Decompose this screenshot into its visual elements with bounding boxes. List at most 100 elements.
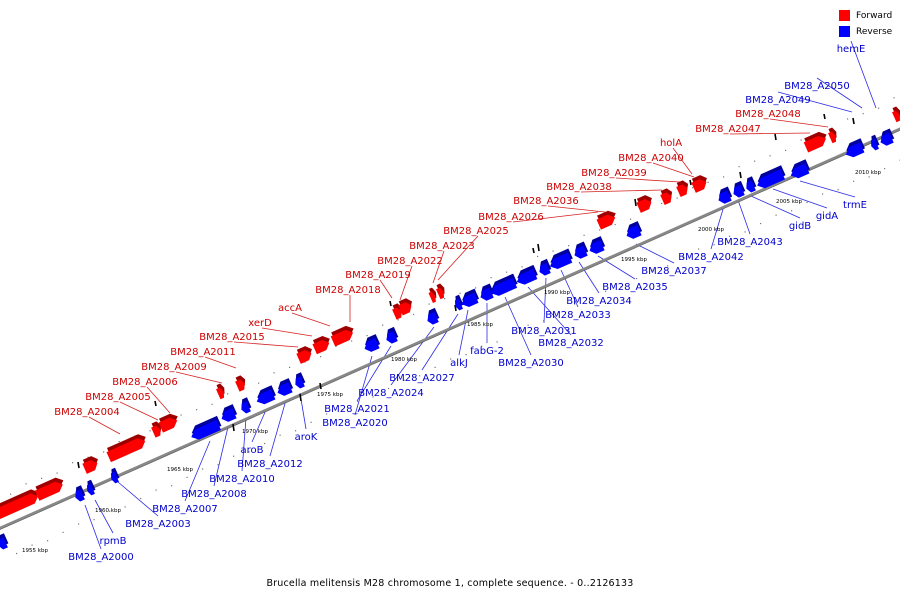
reverse-gene[interactable]: [546, 248, 574, 271]
reverse-gene[interactable]: [715, 186, 734, 205]
forward-gene[interactable]: [234, 374, 249, 392]
reverse-gene[interactable]: [361, 334, 382, 354]
reverse-gene[interactable]: [513, 264, 539, 287]
forward-gene[interactable]: [157, 411, 181, 433]
gene-label-rpmb[interactable]: rpmB: [99, 536, 126, 547]
reverse-gene[interactable]: [487, 273, 519, 299]
gene-label-bm28-a2050[interactable]: BM28_A2050: [784, 81, 850, 92]
gene-label-bm28-a2039[interactable]: BM28_A2039: [581, 168, 647, 179]
gene-label-bm28-a2011[interactable]: BM28_A2011: [170, 347, 236, 358]
reverse-gene[interactable]: [842, 138, 866, 159]
gene-label-gidb[interactable]: gidB: [789, 221, 811, 232]
gene-label-bm28-a2022[interactable]: BM28_A2022: [377, 256, 443, 267]
gene-label-bm28-a2036[interactable]: BM28_A2036: [513, 196, 579, 207]
reverse-gene[interactable]: [623, 221, 644, 241]
forward-gene[interactable]: [105, 432, 149, 463]
gene-label-bm28-a2000[interactable]: BM28_A2000: [68, 552, 134, 563]
reverse-gene[interactable]: [743, 176, 758, 193]
reverse-gene[interactable]: [424, 307, 441, 326]
forward-gene[interactable]: [891, 106, 900, 123]
gene-label-bm28-a2015[interactable]: BM28_A2015: [199, 332, 265, 343]
gene-label-bm28-a2008[interactable]: BM28_A2008: [181, 489, 247, 500]
reverse-gene[interactable]: [383, 326, 400, 345]
forward-gene[interactable]: [295, 344, 316, 364]
gene-label-bm28-a2024[interactable]: BM28_A2024: [358, 388, 424, 399]
reverse-gene[interactable]: [188, 415, 223, 442]
gene-label-bm28-a2049[interactable]: BM28_A2049: [745, 95, 811, 106]
forward-gene[interactable]: [427, 287, 439, 304]
forward-gene[interactable]: [659, 187, 676, 206]
reverse-gene[interactable]: [754, 165, 787, 190]
reverse-gene[interactable]: [238, 397, 253, 414]
gene-label-bm28-a2048[interactable]: BM28_A2048: [735, 109, 801, 120]
gene-label-bm28-a2037[interactable]: BM28_A2037: [641, 266, 707, 277]
gene-label-alkj[interactable]: alkJ: [450, 358, 468, 369]
gene-label-bm28-a2021[interactable]: BM28_A2021: [324, 404, 390, 415]
forward-gene[interactable]: [215, 383, 228, 400]
gene-label-heme[interactable]: hemE: [837, 44, 866, 55]
reverse-gene[interactable]: [274, 378, 295, 398]
gene-label-bm28-a2019[interactable]: BM28_A2019: [345, 270, 411, 281]
gene-label-bm28-a2009[interactable]: BM28_A2009: [141, 362, 207, 373]
gene-label-bm28-a2004[interactable]: BM28_A2004: [54, 407, 120, 418]
reverse-gene[interactable]: [787, 159, 811, 180]
forward-gene[interactable]: [675, 179, 692, 198]
forward-gene[interactable]: [435, 283, 448, 300]
gene-label-bm28-a2032[interactable]: BM28_A2032: [538, 338, 604, 349]
gene-label-bm28-a2026[interactable]: BM28_A2026: [478, 212, 544, 223]
forward-gene[interactable]: [397, 296, 416, 316]
gene-label-trme[interactable]: trmE: [843, 200, 867, 211]
forward-gene[interactable]: [595, 208, 619, 230]
gene-label-bm28-a2023[interactable]: BM28_A2023: [409, 241, 475, 252]
gene-label-bm28-a2042[interactable]: BM28_A2042: [678, 252, 744, 263]
gene-label-acca[interactable]: accA: [278, 303, 302, 314]
reverse-gene[interactable]: [218, 404, 239, 424]
gene-label-bm28-a2005[interactable]: BM28_A2005: [85, 392, 151, 403]
gene-label-arob[interactable]: aroB: [241, 445, 264, 456]
forward-gene[interactable]: [311, 334, 333, 355]
gene-label-bm28-a2020[interactable]: BM28_A2020: [322, 418, 388, 429]
reverse-gene[interactable]: [477, 283, 496, 302]
gene-label-arok[interactable]: aroK: [295, 432, 318, 443]
gene-label-fabg-2[interactable]: fabG-2: [470, 346, 504, 357]
gene-label-gida[interactable]: gidA: [816, 211, 838, 222]
gene-label-bm28-a2010[interactable]: BM28_A2010: [209, 474, 275, 485]
forward-gene[interactable]: [690, 173, 711, 193]
forward-gene[interactable]: [34, 475, 67, 501]
gene-label-bm28-a2034[interactable]: BM28_A2034: [566, 296, 632, 307]
reverse-gene[interactable]: [571, 241, 590, 260]
gene-label-bm28-a2035[interactable]: BM28_A2035: [602, 282, 668, 293]
forward-gene[interactable]: [150, 420, 165, 438]
forward-gene[interactable]: [329, 323, 357, 347]
reverse-gene[interactable]: [0, 533, 10, 550]
gene-label-bm28-a2012[interactable]: BM28_A2012: [237, 459, 303, 470]
gene-label-bm28-a2047[interactable]: BM28_A2047: [695, 124, 761, 135]
reverse-gene[interactable]: [452, 294, 465, 312]
forward-gene[interactable]: [0, 487, 42, 519]
gene-label-hola[interactable]: holA: [660, 138, 682, 149]
reverse-gene[interactable]: [536, 258, 553, 277]
reverse-gene[interactable]: [84, 479, 97, 497]
gene-label-bm28-a2043[interactable]: BM28_A2043: [717, 237, 783, 248]
reverse-gene[interactable]: [72, 485, 87, 502]
gene-label-bm28-a2006[interactable]: BM28_A2006: [112, 377, 178, 388]
forward-gene[interactable]: [802, 129, 830, 153]
forward-gene[interactable]: [827, 127, 840, 144]
reverse-gene[interactable]: [730, 180, 747, 199]
gene-label-bm28-a2007[interactable]: BM28_A2007: [152, 504, 218, 515]
gene-label-bm28-a2018[interactable]: BM28_A2018: [315, 285, 381, 296]
reverse-gene[interactable]: [868, 134, 881, 152]
reverse-gene[interactable]: [586, 236, 607, 256]
gene-label-bm28-a2031[interactable]: BM28_A2031: [511, 326, 577, 337]
gene-label-bm28-a2030[interactable]: BM28_A2030: [498, 358, 564, 369]
gene-label-bm28-a2027[interactable]: BM28_A2027: [389, 373, 455, 384]
reverse-gene[interactable]: [458, 288, 480, 310]
reverse-gene[interactable]: [108, 467, 121, 485]
gene-label-xerd[interactable]: xerD: [248, 318, 272, 329]
gene-label-bm28-a2025[interactable]: BM28_A2025: [443, 226, 509, 237]
gene-label-bm28-a2040[interactable]: BM28_A2040: [618, 153, 684, 164]
forward-gene[interactable]: [81, 454, 102, 474]
forward-gene[interactable]: [635, 193, 656, 213]
reverse-gene[interactable]: [292, 372, 307, 389]
gene-label-bm28-a2003[interactable]: BM28_A2003: [125, 519, 191, 530]
